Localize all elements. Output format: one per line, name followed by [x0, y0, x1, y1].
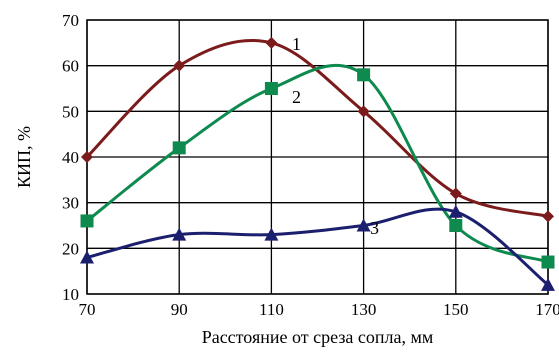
series-label-1: 1 — [292, 34, 301, 54]
series-line-2 — [86, 63, 549, 264]
y-tick-label: 60 — [62, 57, 79, 76]
series-3-point — [541, 277, 555, 291]
chart-series-labels: 1 2 3 — [292, 34, 379, 238]
chart-grid — [86, 19, 549, 295]
series-3-point — [80, 250, 94, 264]
y-tick-label: 20 — [62, 239, 79, 258]
x-tick-label: 90 — [171, 300, 188, 319]
x-tick-label: 110 — [259, 300, 284, 319]
x-tick-label: 150 — [443, 300, 469, 319]
series-1-point — [81, 151, 93, 163]
series-1-point — [449, 187, 462, 200]
y-tick-label: 10 — [62, 285, 79, 304]
series-line-1 — [85, 39, 549, 218]
series-2-point — [541, 255, 555, 269]
y-tick-label: 70 — [62, 11, 79, 30]
series-2-point — [172, 141, 186, 155]
x-axis-label: Расстояние от среза сопла, мм — [202, 327, 434, 347]
series-1-point — [173, 59, 186, 72]
series-2-point — [264, 82, 278, 95]
y-tick-label: 50 — [62, 102, 79, 121]
series-2-point — [357, 68, 371, 82]
y-axis-label: КИП, % — [14, 126, 34, 188]
chart-tick-labels: 70 90 110 130 150 170 10 20 30 40 50 60 70 — [62, 11, 559, 319]
series-1-point — [542, 210, 554, 223]
series-1-point — [265, 36, 278, 49]
series-3-point — [172, 227, 187, 241]
x-tick-label: 170 — [535, 300, 559, 319]
series-3-point — [448, 204, 463, 218]
y-tick-label: 40 — [62, 148, 79, 167]
series-3-point — [264, 227, 279, 241]
x-tick-label: 70 — [79, 300, 96, 319]
y-tick-label: 30 — [62, 194, 79, 213]
series-2-point — [80, 214, 94, 228]
series-label-2: 2 — [292, 87, 301, 107]
series-label-3: 3 — [370, 218, 379, 238]
series-line-3 — [86, 207, 549, 287]
series-1-point — [357, 105, 370, 118]
chart-markers — [80, 36, 555, 291]
series-3-point — [356, 218, 371, 232]
x-tick-label: 130 — [351, 300, 377, 319]
series-2-point — [449, 219, 463, 232]
